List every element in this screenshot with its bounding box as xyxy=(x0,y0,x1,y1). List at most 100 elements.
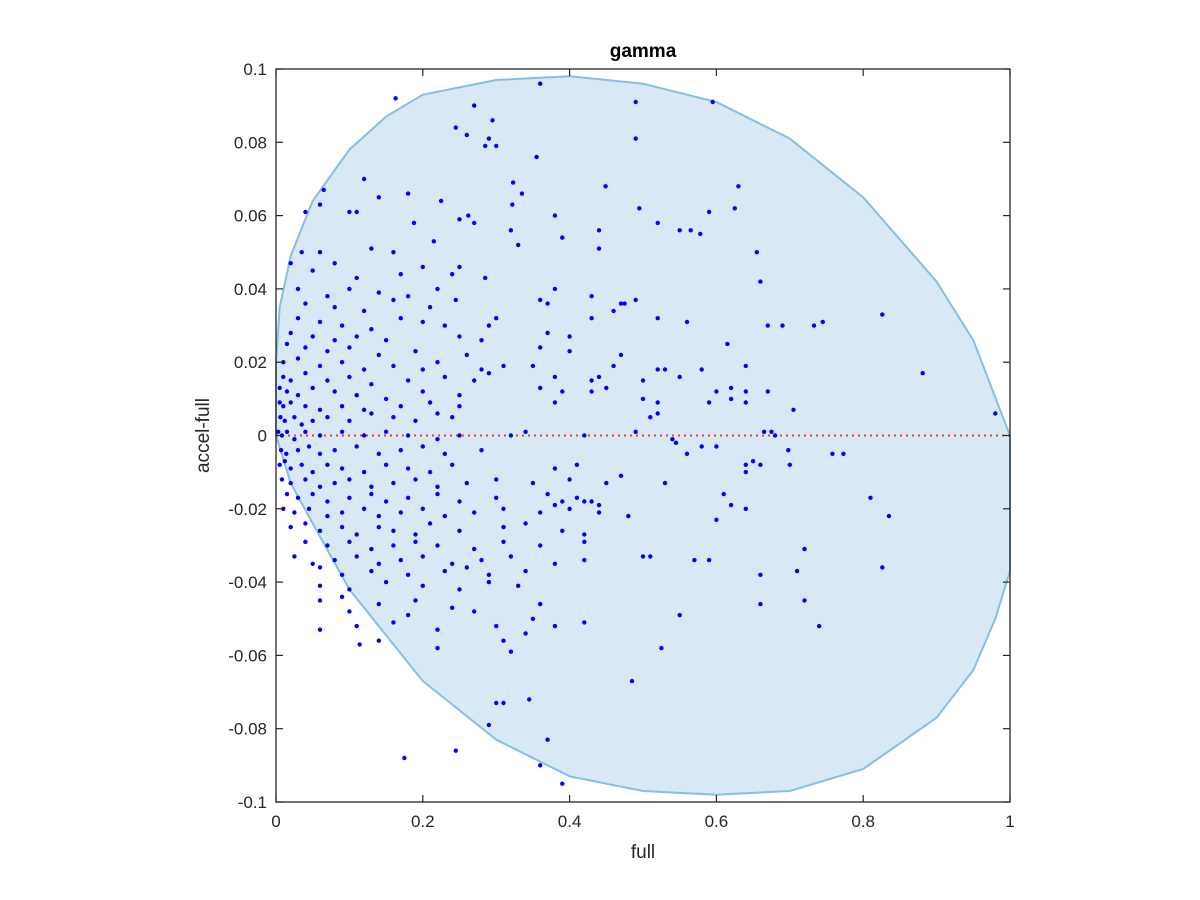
data-point xyxy=(361,469,367,475)
data-point xyxy=(494,477,499,482)
data-point xyxy=(339,510,345,515)
data-point xyxy=(868,495,873,500)
data-point xyxy=(725,341,730,347)
data-point xyxy=(483,143,488,149)
data-point xyxy=(295,316,301,321)
data-point xyxy=(472,609,477,614)
data-point xyxy=(361,506,367,511)
data-point xyxy=(405,433,411,438)
data-point xyxy=(538,345,543,350)
data-point xyxy=(538,510,543,515)
data-point xyxy=(486,572,492,577)
data-point xyxy=(369,327,374,332)
data-point xyxy=(398,448,403,453)
data-point xyxy=(589,294,594,299)
data-point xyxy=(435,360,440,365)
data-point xyxy=(501,539,506,544)
data-point xyxy=(677,374,682,380)
data-point xyxy=(743,506,748,511)
data-point xyxy=(376,601,381,607)
data-point xyxy=(721,491,726,497)
data-point xyxy=(765,389,770,394)
data-point xyxy=(538,81,543,86)
data-point xyxy=(279,477,285,482)
data-point xyxy=(637,206,642,211)
chart-title: gamma xyxy=(610,41,677,62)
data-point xyxy=(699,367,704,372)
data-point xyxy=(369,484,374,489)
data-point xyxy=(479,367,484,372)
data-point xyxy=(306,506,312,511)
data-point xyxy=(413,349,418,354)
data-point xyxy=(317,363,323,369)
data-point xyxy=(435,411,440,416)
data-point xyxy=(743,400,748,405)
data-point xyxy=(325,415,330,420)
data-point xyxy=(321,187,326,193)
data-point xyxy=(786,448,791,453)
data-point xyxy=(325,294,330,299)
data-point xyxy=(732,206,737,211)
data-point xyxy=(347,539,352,544)
data-point xyxy=(347,374,352,380)
data-point xyxy=(376,195,381,200)
data-point xyxy=(684,319,690,325)
data-point xyxy=(450,272,455,277)
data-point xyxy=(457,264,462,270)
data-point xyxy=(486,136,492,141)
data-point xyxy=(303,371,308,376)
data-point xyxy=(310,469,315,475)
data-point xyxy=(552,502,558,508)
data-point xyxy=(317,451,323,456)
data-point xyxy=(420,506,425,511)
data-point xyxy=(376,451,381,456)
data-point xyxy=(299,250,304,255)
data-point xyxy=(780,323,785,328)
data-point xyxy=(391,480,396,486)
data-point xyxy=(633,429,638,434)
data-point xyxy=(347,209,352,215)
data-point xyxy=(310,491,315,497)
data-point xyxy=(501,638,506,643)
data-point xyxy=(791,407,796,412)
data-point xyxy=(303,301,308,306)
x-tick-label: 1 xyxy=(1005,812,1014,831)
x-tick-label: 0.6 xyxy=(705,812,729,831)
data-point xyxy=(494,623,499,629)
data-point xyxy=(758,462,763,467)
data-point xyxy=(516,242,521,248)
data-point xyxy=(640,554,646,559)
data-point xyxy=(435,645,440,651)
data-point xyxy=(442,374,447,380)
data-point xyxy=(310,385,315,391)
data-point xyxy=(802,546,807,552)
data-point xyxy=(391,415,396,420)
data-point xyxy=(284,389,290,394)
data-point xyxy=(288,524,293,530)
data-point xyxy=(523,631,528,636)
data-point xyxy=(347,477,352,482)
data-point xyxy=(354,209,359,215)
data-point xyxy=(494,316,499,321)
data-point xyxy=(391,528,396,533)
data-point xyxy=(670,437,675,442)
data-point xyxy=(325,349,330,354)
data-point xyxy=(662,480,668,486)
data-point xyxy=(442,323,447,328)
data-point xyxy=(450,462,455,467)
x-axis-ticks: 0 0.2 0.4 0.6 0.8 1 xyxy=(271,69,1015,831)
data-point xyxy=(281,374,286,380)
data-point xyxy=(582,499,587,504)
data-point xyxy=(530,363,536,369)
data-point xyxy=(758,279,763,284)
data-point xyxy=(391,543,396,548)
data-point xyxy=(383,462,389,467)
data-point xyxy=(629,678,635,684)
data-point xyxy=(288,330,293,336)
data-point xyxy=(303,209,308,215)
data-point xyxy=(655,400,660,405)
data-point xyxy=(673,440,679,445)
data-point xyxy=(292,415,297,420)
data-point xyxy=(479,557,484,563)
data-point xyxy=(706,209,712,215)
